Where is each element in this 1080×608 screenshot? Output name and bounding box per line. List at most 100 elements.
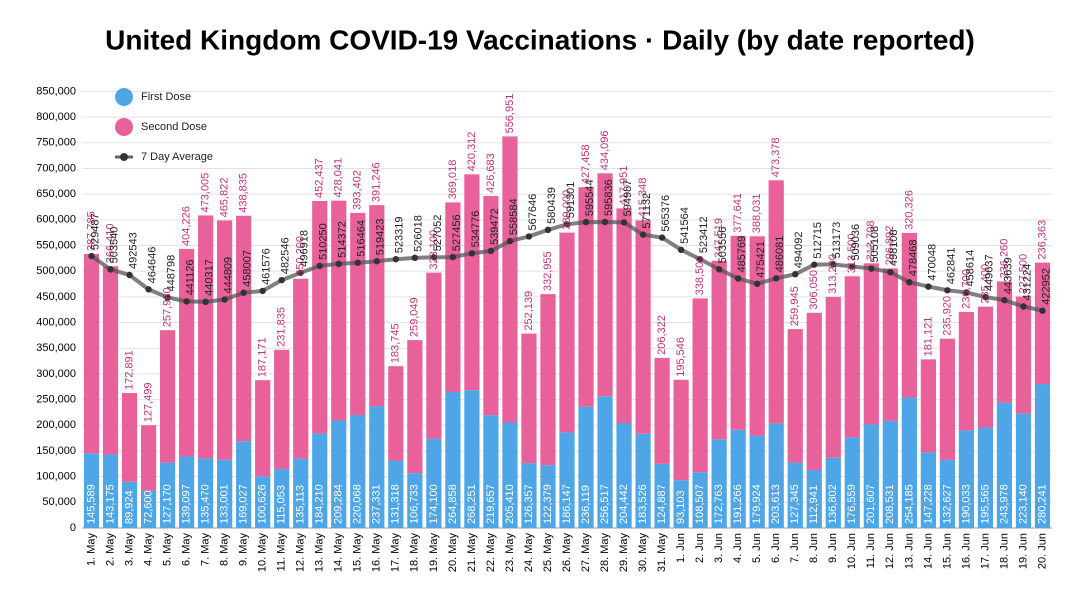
- x-tick-label: 14. Jun: [922, 533, 934, 569]
- x-tick-label: 26. May: [561, 533, 573, 573]
- value-label: 473,378: [770, 138, 782, 178]
- average-point: [696, 255, 704, 263]
- average-label: 591301: [565, 182, 577, 219]
- average-point: [164, 294, 171, 301]
- average-point: [544, 226, 552, 234]
- x-tick-label: 5. May: [161, 533, 173, 567]
- legend-marker: [120, 153, 128, 161]
- average-label: 595544: [584, 179, 596, 216]
- bar-segment: [540, 465, 556, 528]
- value-label: 404,226: [181, 206, 193, 246]
- x-tick-label: 12. Jun: [884, 533, 896, 569]
- bar-segment: [540, 294, 556, 466]
- value-label: 230,700: [960, 269, 972, 309]
- bar-segment: [102, 454, 119, 528]
- average-point: [411, 254, 419, 262]
- average-point: [830, 261, 837, 268]
- bar-segment: [920, 359, 936, 453]
- value-label: 176,559: [846, 484, 858, 524]
- value-label: 172,763: [713, 484, 725, 524]
- bar-segment: [255, 476, 271, 528]
- bar-segment: [730, 235, 746, 430]
- average-point: [811, 261, 818, 268]
- value-label: 126,357: [523, 484, 535, 524]
- bar-segment: [255, 380, 271, 477]
- value-label: 89,924: [123, 490, 135, 524]
- value-label: 143,175: [104, 484, 116, 524]
- y-tick-label: 500,000: [36, 265, 76, 277]
- average-label: 541564: [679, 207, 691, 244]
- x-tick-label: 13. May: [314, 533, 326, 573]
- value-label: 237,331: [371, 484, 383, 524]
- x-tick-label: 3. May: [123, 533, 135, 567]
- value-label: 139,097: [181, 484, 193, 524]
- value-label: 347,519: [713, 218, 725, 258]
- average-label: 470048: [926, 244, 938, 281]
- value-label: 366,410: [104, 223, 116, 263]
- bar-segment: [692, 298, 708, 473]
- value-label: 473,005: [200, 173, 212, 213]
- average-label: 448798: [165, 255, 177, 292]
- bar-segment: [140, 490, 157, 528]
- average-point: [335, 260, 342, 267]
- average-label: 534776: [470, 211, 482, 248]
- average-point: [373, 258, 381, 265]
- bar-segment: [236, 441, 252, 528]
- average-label: 571132: [641, 193, 653, 229]
- bar-segment: [198, 458, 214, 528]
- bar-segment: [179, 456, 195, 528]
- average-point: [563, 221, 571, 228]
- average-point: [259, 287, 266, 295]
- value-label: 338,500: [694, 256, 706, 296]
- value-label: 235,400: [979, 264, 991, 304]
- legend-marker: [115, 88, 133, 106]
- average-label: 595836: [603, 179, 615, 216]
- bar-segment: [635, 220, 651, 434]
- average-label: 527052: [432, 215, 444, 252]
- bar-segment: [388, 460, 404, 528]
- average-point: [468, 250, 476, 257]
- x-tick-label: 9. Jun: [827, 533, 839, 563]
- value-label: 195,565: [979, 484, 991, 524]
- average-point: [487, 247, 495, 255]
- value-label: 220,068: [352, 484, 364, 524]
- bar-segment: [901, 232, 917, 398]
- average-label: 503556: [717, 227, 729, 264]
- legend-label: First Dose: [141, 91, 191, 103]
- value-label: 147,228: [922, 484, 934, 524]
- bar-segment: [616, 422, 632, 528]
- value-label: 417,951: [618, 166, 630, 206]
- average-label: 565376: [660, 195, 672, 232]
- x-tick-label: 4. Jun: [732, 533, 744, 563]
- value-label: 205,410: [504, 484, 516, 524]
- x-tick-label: 7. May: [200, 533, 212, 567]
- bar-segment: [274, 349, 290, 469]
- x-tick-label: 7. Jun: [789, 533, 801, 563]
- average-label: 510250: [318, 223, 330, 260]
- value-label: 190,033: [960, 484, 972, 524]
- value-label: 187,171: [257, 337, 269, 377]
- y-tick-label: 350,000: [36, 342, 76, 354]
- bar-segment: [198, 215, 214, 459]
- bar-segment: [597, 173, 613, 397]
- bar-segment: [350, 414, 366, 528]
- x-tick-label: 15. Jun: [941, 533, 953, 569]
- x-tick-label: 21. May: [466, 533, 478, 573]
- bar-segment: [768, 423, 784, 528]
- average-point: [639, 231, 647, 238]
- x-tick-label: 17. May: [390, 533, 402, 573]
- bar-segment: [502, 136, 518, 423]
- y-tick-label: 50,000: [42, 496, 76, 508]
- x-tick-label: 27. May: [580, 533, 592, 573]
- value-label: 206,322: [656, 315, 668, 355]
- x-tick-label: 23. May: [504, 533, 516, 573]
- bar-segment: [616, 208, 632, 423]
- bar-segment: [882, 268, 898, 421]
- value-label: 179,924: [751, 484, 763, 524]
- value-label: 223,140: [1017, 484, 1029, 524]
- average-point: [677, 246, 685, 254]
- bar-segment: [121, 481, 138, 528]
- average-label: 461576: [261, 248, 273, 285]
- value-label: 72,600: [142, 490, 154, 524]
- value-label: 124,887: [656, 484, 668, 524]
